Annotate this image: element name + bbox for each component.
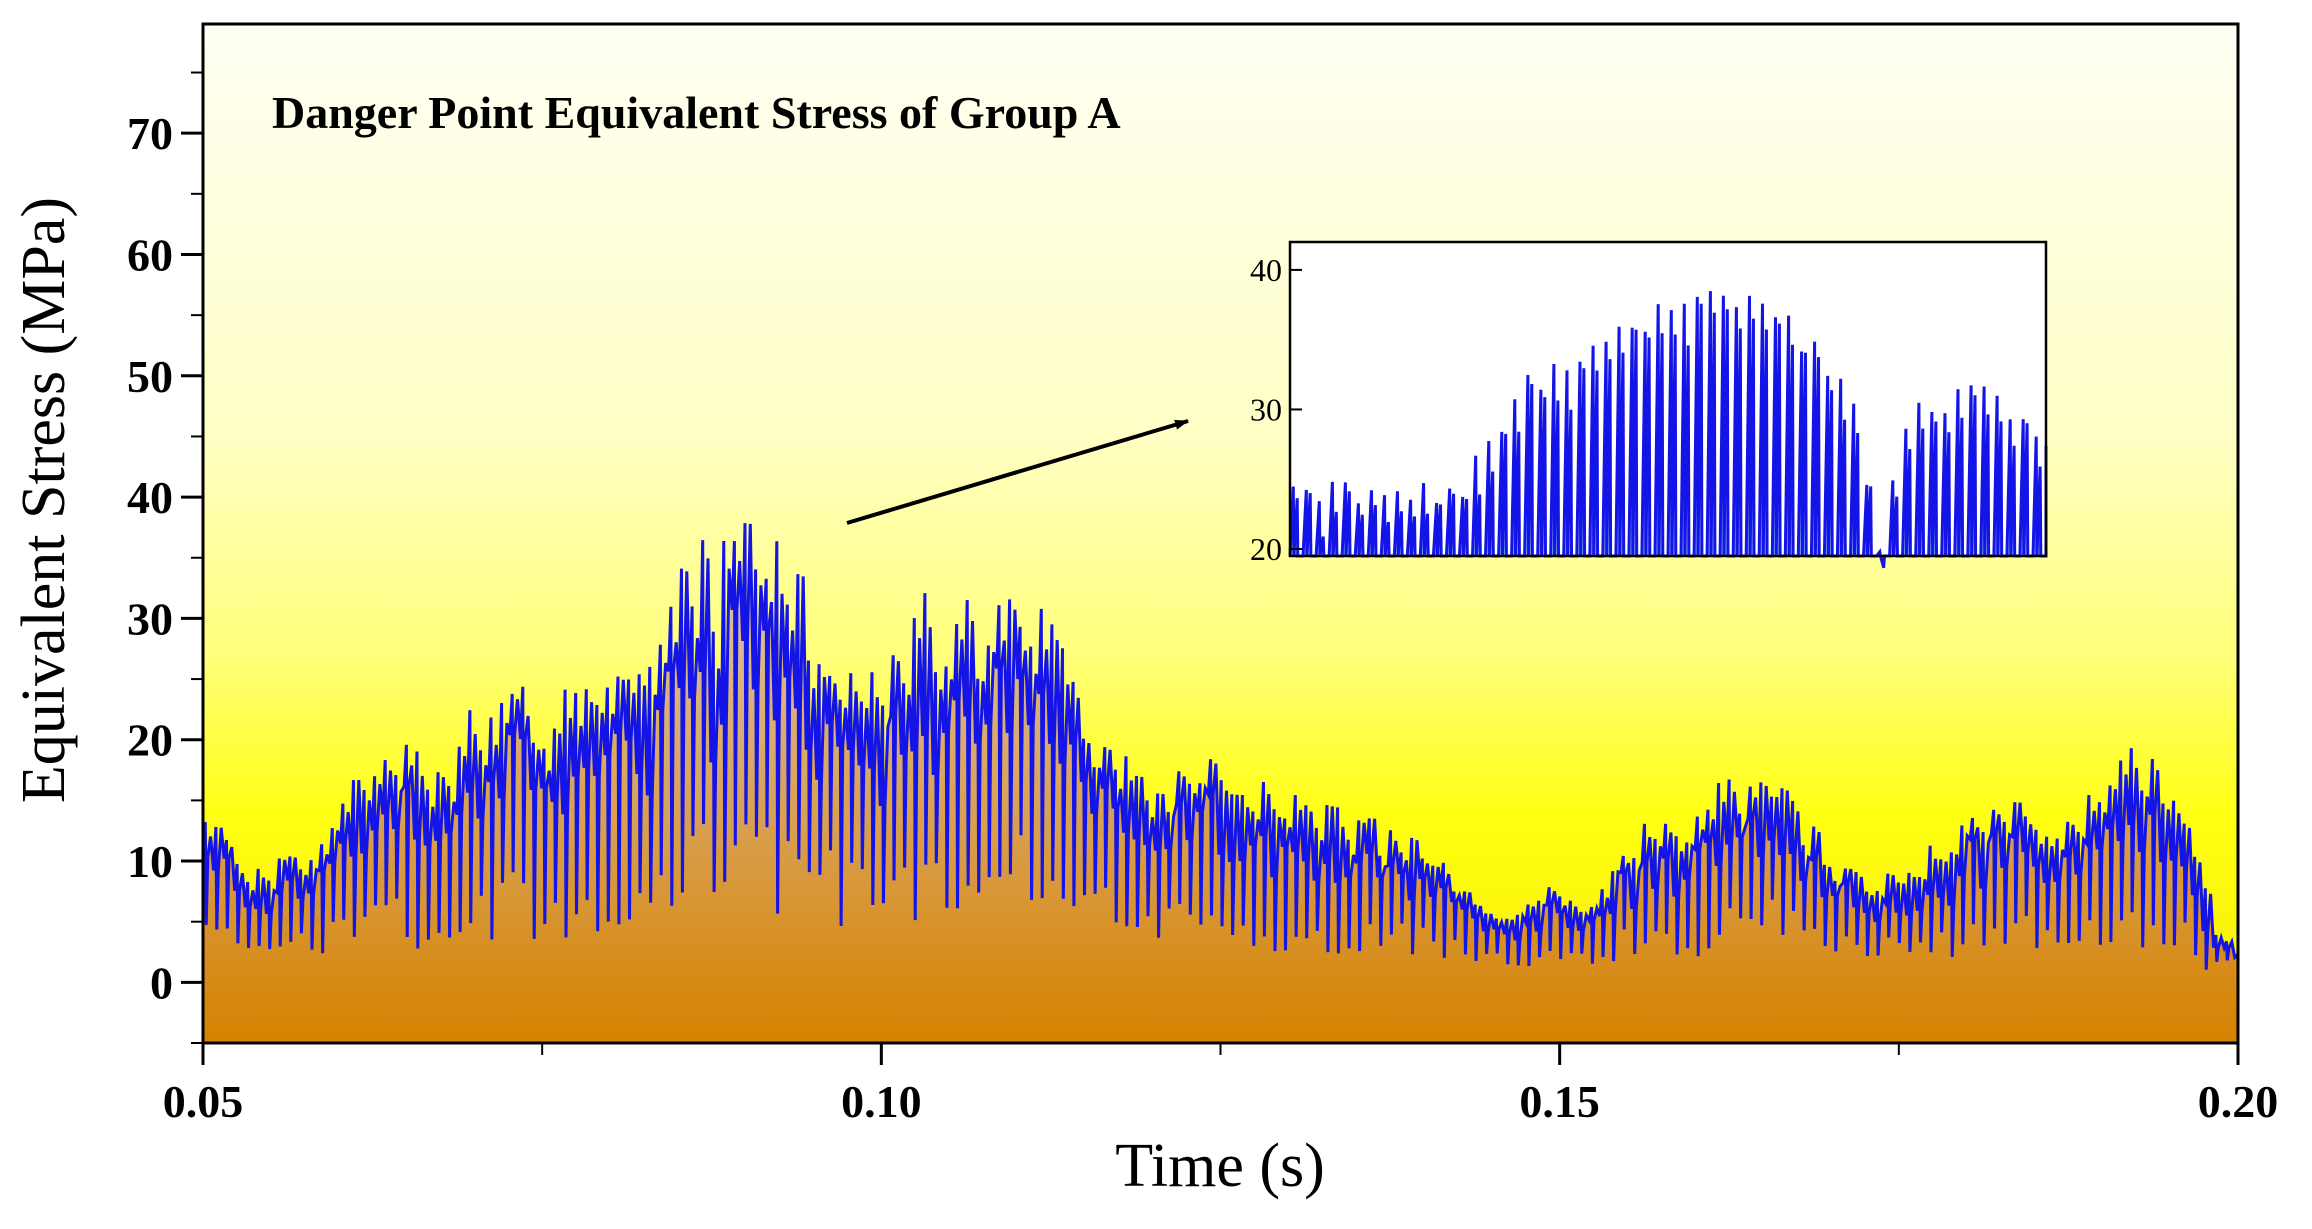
inset-y-axis: 20 30 40: [1250, 252, 1302, 567]
y-tick-label: 70: [127, 108, 173, 159]
x-tick-label: 0.10: [841, 1076, 922, 1127]
inset-y-tick-label: 30: [1250, 391, 1282, 427]
y-tick-label: 10: [127, 836, 173, 887]
y-axis-title: Equivalent Stress (MPa): [10, 197, 78, 803]
x-tick-label: 0.15: [1519, 1076, 1600, 1127]
x-axis-title: Time (s): [1115, 1132, 1325, 1200]
y-tick-label: 40: [127, 472, 173, 523]
x-tick-label: 0.05: [163, 1076, 244, 1127]
y-tick-label: 60: [127, 229, 173, 280]
x-axis: 0.05 0.10 0.15 0.20: [163, 1043, 2279, 1127]
inset-y-tick-label: 40: [1250, 252, 1282, 288]
annotation-arrow: [846, 419, 1189, 525]
y-tick-label: 20: [127, 715, 173, 766]
series-layer: [203, 523, 2238, 1043]
y-tick-label: 30: [127, 593, 173, 644]
series-area-fill: [203, 523, 2238, 1043]
x-tick-label: 0.20: [2198, 1076, 2279, 1127]
y-axis: 0 10 20 30 40 50 60 70: [127, 71, 203, 1044]
y-tick-label: 50: [127, 351, 173, 402]
inset-frame: [1288, 240, 2048, 558]
series-line: [203, 523, 2238, 970]
y-tick-label: 0: [150, 957, 173, 1008]
inset-y-tick-label: 20: [1250, 531, 1282, 567]
inset-chart: 20 30 40: [1250, 240, 2048, 569]
chart-title: Danger Point Equivalent Stress of Group …: [272, 87, 1121, 138]
